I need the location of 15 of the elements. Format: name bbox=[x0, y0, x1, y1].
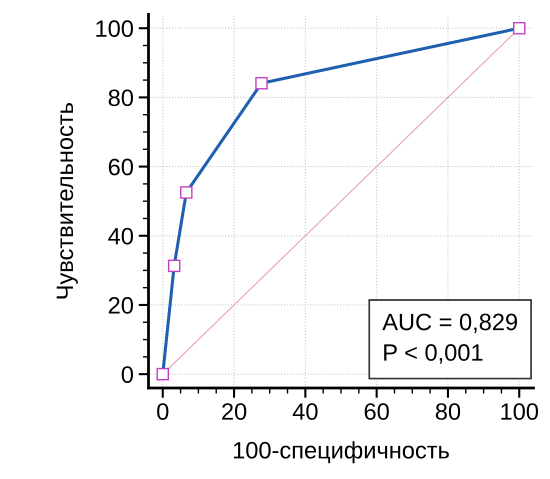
y-tick-label: 40 bbox=[108, 228, 133, 245]
y-tick-label: 20 bbox=[108, 297, 133, 314]
y-tick-label: 60 bbox=[108, 158, 133, 176]
x-tick-label: 100 bbox=[501, 403, 538, 420]
y-tick-label: 100 bbox=[96, 20, 133, 37]
x-tick-label: 40 bbox=[292, 403, 318, 420]
x-tick-label: 0 bbox=[157, 403, 168, 420]
y-tick-label: 80 bbox=[108, 89, 133, 106]
x-tick-label: 80 bbox=[436, 403, 460, 420]
x-tick-label: 60 bbox=[364, 403, 389, 420]
y-tick-label: 0 bbox=[122, 366, 133, 383]
x-tick-label: 20 bbox=[222, 403, 246, 420]
y-axis-title: Чувствительность bbox=[56, 103, 78, 298]
annotation: AUC = 0,829 P < 0,001 bbox=[382, 314, 517, 364]
x-axis-title: 100-специфичность bbox=[234, 441, 449, 464]
